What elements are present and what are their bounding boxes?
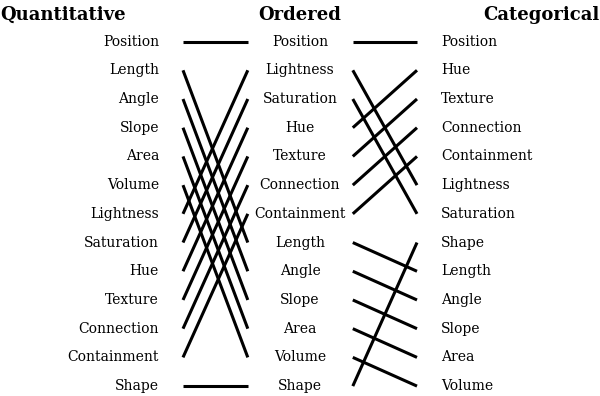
Text: Saturation: Saturation [263,92,337,106]
Text: Volume: Volume [107,178,159,192]
Text: Position: Position [441,34,497,49]
Text: Saturation: Saturation [441,207,516,221]
Text: Texture: Texture [105,293,159,307]
Text: Length: Length [441,264,491,278]
Text: Hue: Hue [130,264,159,278]
Text: Containment: Containment [441,149,532,164]
Text: Position: Position [103,34,159,49]
Text: Length: Length [109,63,159,77]
Text: Texture: Texture [441,92,495,106]
Text: Lightness: Lightness [90,207,159,221]
Text: Area: Area [283,322,317,336]
Text: Hue: Hue [441,63,470,77]
Text: Lightness: Lightness [266,63,334,77]
Text: Angle: Angle [118,92,159,106]
Text: Connection: Connection [79,322,159,336]
Text: Volume: Volume [441,379,493,393]
Text: Shape: Shape [115,379,159,393]
Text: Angle: Angle [280,264,320,278]
Text: Position: Position [272,34,328,49]
Text: Slope: Slope [119,121,159,135]
Text: Texture: Texture [273,149,327,164]
Text: Slope: Slope [280,293,320,307]
Text: Slope: Slope [441,322,481,336]
Text: Categorical: Categorical [484,6,600,24]
Text: Connection: Connection [441,121,521,135]
Text: Connection: Connection [260,178,340,192]
Text: Containment: Containment [68,350,159,364]
Text: Hue: Hue [286,121,314,135]
Text: Shape: Shape [278,379,322,393]
Text: Saturation: Saturation [84,236,159,249]
Text: Containment: Containment [254,207,346,221]
Text: Area: Area [125,149,159,164]
Text: Shape: Shape [441,236,485,249]
Text: Quantitative: Quantitative [0,6,125,24]
Text: Volume: Volume [274,350,326,364]
Text: Lightness: Lightness [441,178,510,192]
Text: Angle: Angle [441,293,482,307]
Text: Length: Length [275,236,325,249]
Text: Ordered: Ordered [259,6,341,24]
Text: Area: Area [441,350,475,364]
